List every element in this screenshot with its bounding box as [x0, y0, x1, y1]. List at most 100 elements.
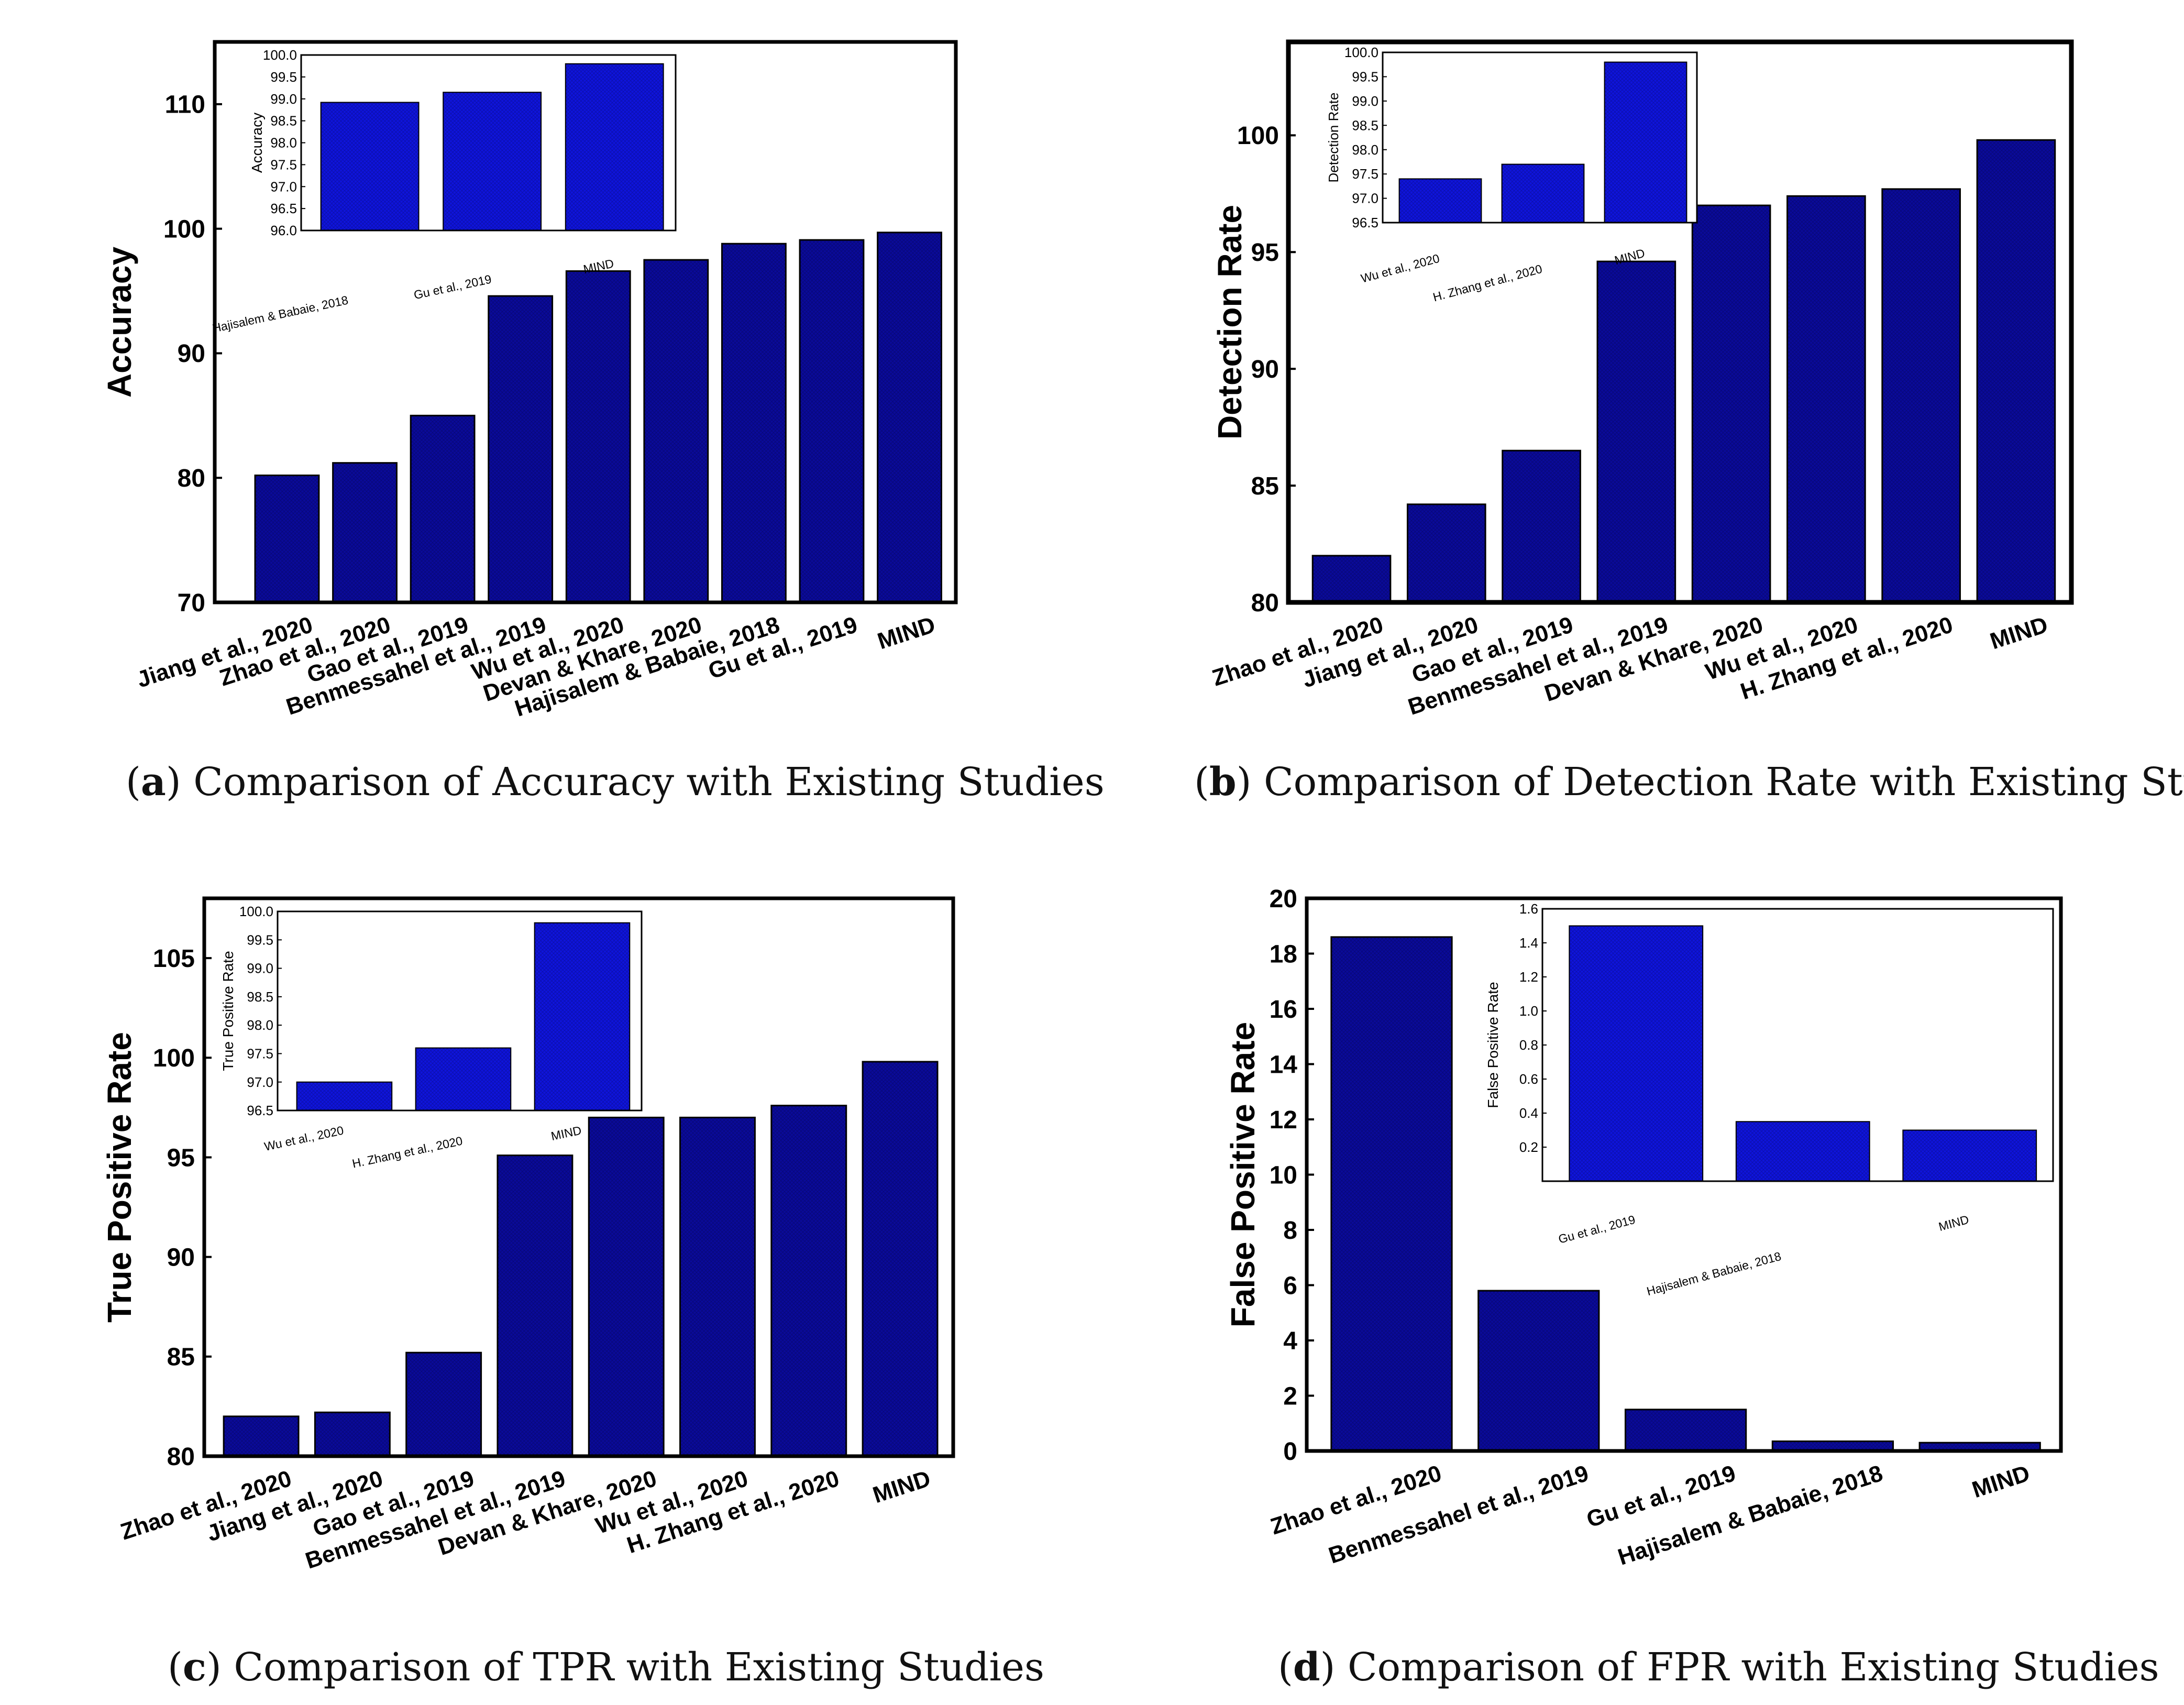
- chart-a-inset-bar-1-texture: [321, 102, 419, 230]
- chart-c-bar-4-texture: [497, 1155, 572, 1456]
- chart-b-inset-ytick-label-1: 96.5: [1352, 215, 1378, 230]
- chart-d-ytick-label-5: 8: [1283, 1217, 1297, 1245]
- chart-a-inset-ytick-label-3: 97.0: [270, 179, 297, 194]
- chart-b-bar-6-texture: [1787, 196, 1866, 602]
- chart-a-bar-1-texture: [255, 475, 319, 602]
- chart-d-inset-ytick-label-7: 1.4: [1519, 935, 1538, 951]
- chart-d-ytick-label-1: 0: [1283, 1438, 1297, 1466]
- chart-c-ylabel: True Positive Rate: [101, 1032, 138, 1323]
- chart-c-ytick-label-3: 90: [167, 1244, 195, 1271]
- chart-a-inset-ytick-label-1: 96.0: [270, 223, 297, 238]
- chart-c-bar-2-texture: [315, 1412, 390, 1456]
- chart-c-ytick-label-2: 85: [167, 1344, 195, 1371]
- chart-d-bar-3-texture: [1625, 1409, 1746, 1451]
- chart-d-ytick-label-9: 16: [1270, 996, 1297, 1024]
- chart-c-inset-bar-3-texture: [534, 922, 630, 1110]
- chart-a-bar-9-texture: [877, 232, 942, 602]
- chart-b-ytick-label-2: 85: [1251, 472, 1279, 500]
- chart-d-inset-ytick-label-5: 1.0: [1519, 1003, 1538, 1019]
- chart-d-xtick-label-5: MIND: [1969, 1460, 2033, 1503]
- chart-d-inset-bar-3-texture: [1903, 1130, 2037, 1181]
- chart-a-bar-2-texture: [333, 463, 397, 602]
- chart-b-inset-frame: [1382, 51, 1698, 224]
- chart-a-xtick-label-9: MIND: [875, 612, 939, 654]
- chart-a-ytick-label-1: 70: [178, 589, 205, 617]
- chart-a-inset-ytick-label-9: 100.0: [263, 47, 297, 63]
- chart-a-bar-3-texture: [411, 415, 475, 602]
- chart-c-inset-ytick-label-4: 98.0: [247, 1017, 273, 1033]
- chart-b-inset-bar-3-texture: [1604, 62, 1687, 223]
- chart-b-xtick-label-8: MIND: [1987, 612, 2051, 654]
- caption-d: (d) Comparison of FPR with Existing Stud…: [1278, 1645, 2159, 1690]
- chart-c-inset-ytick-label-1: 96.5: [247, 1103, 273, 1118]
- chart-c-bar-7-texture: [771, 1105, 846, 1456]
- chart-b-inset-xtick-label-1: Wu et al., 2020: [1360, 251, 1441, 285]
- chart-b-inset-ytick-label-2: 97.0: [1352, 191, 1378, 206]
- chart-d-inset-ytick-label-6: 1.2: [1519, 969, 1538, 985]
- chart-b-inset-ylabel: Detection Rate: [1326, 93, 1341, 183]
- chart-c-plot-frame: [202, 896, 955, 1458]
- chart-c-bar-8-texture: [863, 1061, 938, 1456]
- chart-a-ytick-label-4: 100: [163, 215, 205, 243]
- chart-d-ytick-label-10: 18: [1270, 940, 1297, 968]
- chart-d-inset-xtick-label-1: Gu et al., 2019: [1557, 1213, 1637, 1246]
- chart-b-inset-xtick-label-2: H. Zhang et al., 2020: [1431, 262, 1543, 304]
- chart-a-ytick-label-2: 80: [178, 465, 205, 492]
- chart-d-inset-ytick-label-3: 0.6: [1519, 1071, 1538, 1087]
- chart-a-plot-frame: [213, 40, 958, 604]
- chart-d-ylabel: False Positive Rate: [1224, 1022, 1262, 1327]
- chart-c-inset-bar-2-texture: [415, 1048, 511, 1110]
- chart-c-bar-5-texture: [589, 1117, 664, 1456]
- caption-b: (b) Comparison of Detection Rate with Ex…: [1194, 760, 2184, 805]
- chart-a-inset-ytick-label-4: 97.5: [270, 157, 297, 172]
- chart-d-xtick-label-2: Benmessahel et al., 2019: [1326, 1460, 1592, 1569]
- chart-b-ytick-label-4: 95: [1251, 239, 1279, 267]
- chart-b-ytick-label-5: 100: [1237, 122, 1279, 150]
- chart-c-inset-chart: 96.5 97.0 97.5 98.0 98.5 99.0 99.5 100.0 True Po…: [220, 904, 643, 1171]
- chart-a-bar-4-texture: [488, 296, 553, 602]
- chart-d-inset-ytick-label-1: 0.2: [1519, 1139, 1538, 1155]
- chart-c-ytick-label-6: 105: [153, 945, 195, 973]
- chart-b-bar-5-texture: [1692, 205, 1770, 602]
- chart-b-inset-ytick-label-8: 100.0: [1344, 45, 1378, 60]
- chart-c-bar-1-texture: [224, 1416, 299, 1456]
- chart-c-xtick-label-8: MIND: [870, 1466, 934, 1508]
- chart-c-inset-ylabel: True Positive Rate: [220, 951, 236, 1071]
- chart-c-ytick-label-4: 95: [167, 1144, 195, 1172]
- chart-b-plot-frame: [1286, 39, 2074, 605]
- chart-b-inset-bar-2-texture: [1502, 164, 1584, 223]
- chart-d-inset-ytick-label-8: 1.6: [1519, 901, 1538, 917]
- chart-b-inset-ytick-label-4: 98.0: [1352, 142, 1378, 158]
- chart-b-bar-8-texture: [1977, 140, 2055, 602]
- chart-d-bar-1-texture: [1331, 937, 1452, 1451]
- chart-d-xtick-label-4: Hajisalem & Babaie, 2018: [1615, 1460, 1886, 1570]
- chart-b-bar-4-texture: [1597, 261, 1675, 602]
- chart-a-inset-bar-3-texture: [565, 63, 664, 230]
- chart-c-inset-ytick-label-7: 99.5: [247, 932, 273, 948]
- chart-c-inset-xtick-label-1: Wu et al., 2020: [263, 1123, 345, 1153]
- chart-a-inset-ytick-label-7: 99.0: [270, 91, 297, 107]
- chart-c-inset-ytick-label-2: 97.0: [247, 1074, 273, 1090]
- chart-a-inset-xtick-label-2: Gu et al., 2019: [413, 272, 493, 302]
- chart-b-inset-ytick-label-5: 98.5: [1352, 117, 1378, 133]
- chart-d-ytick-label-7: 12: [1270, 1106, 1297, 1134]
- chart-d-inset-chart: 0.2 0.4 0.6 0.8 1.0 1.2 1.4 1.6 False Positive R…: [1485, 901, 2054, 1298]
- chart-d-ytick-label-6: 10: [1270, 1161, 1297, 1189]
- chart-d-inset-xtick-label-3: MIND: [1937, 1213, 1971, 1234]
- chart-a-inset-chart: 96.0 96.5 97.0 97.5 98.0 98.5 99.0 99.5 100.0 Acc…: [211, 47, 677, 335]
- chart-d-bar-4-texture: [1772, 1441, 1893, 1451]
- chart-b-inset-ytick-label-3: 97.5: [1352, 166, 1378, 182]
- chart-a-ytick-label-3: 90: [178, 340, 205, 368]
- chart-b-inset-bar-1-texture: [1399, 179, 1482, 223]
- chart-d-ytick-label-2: 2: [1283, 1382, 1297, 1410]
- chart-d-inset-bar-1-texture: [1569, 926, 1703, 1181]
- chart-a-bar-8-texture: [800, 240, 864, 603]
- caption-a: (a) Comparison of Accuracy with Existing…: [126, 760, 1105, 805]
- chart-c-inset-xtick-label-3: MIND: [550, 1123, 583, 1143]
- chart-d-bar-2-texture: [1478, 1291, 1599, 1451]
- chart-d-ytick-label-3: 4: [1283, 1327, 1297, 1355]
- chart-a-ytick-label-5: 110: [165, 91, 205, 119]
- chart-d-bar-5-texture: [1920, 1443, 2040, 1451]
- chart-c-inset-ytick-label-5: 98.5: [247, 989, 273, 1005]
